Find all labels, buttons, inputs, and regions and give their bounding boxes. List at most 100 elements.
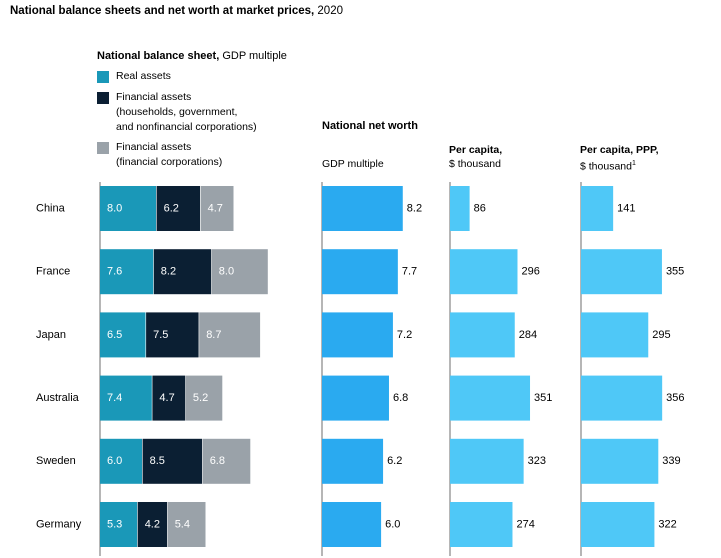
- legend-label-line: Real assets: [116, 70, 171, 82]
- data-label-financial-assets-nonfinancial: 7.5: [153, 329, 168, 341]
- bar-net-worth-gdp-multiple: [322, 186, 403, 231]
- data-label-real-assets: 5.3: [107, 518, 122, 530]
- data-label-net-worth-per-capita-ppp: 141: [617, 202, 635, 214]
- data-label-net-worth-per-capita: 296: [521, 266, 539, 278]
- bar-real-assets: [100, 375, 152, 421]
- data-label-net-worth-per-capita: 323: [528, 455, 546, 467]
- bar-real-assets: [100, 186, 156, 231]
- legend-swatch-real-assets: [97, 71, 109, 83]
- bar-net-worth-per-capita-ppp: [581, 249, 662, 295]
- bar-financial-assets-financial: [211, 249, 268, 295]
- bar-real-assets: [100, 438, 142, 484]
- bar-net-worth-per-capita-ppp: [581, 502, 655, 547]
- bar-net-worth-per-capita: [450, 375, 531, 421]
- balance-sheet-heading-unit: GDP multiple: [219, 50, 287, 62]
- data-label-financial-assets-nonfinancial: 8.2: [161, 266, 176, 278]
- category-label: Japan: [36, 329, 66, 341]
- data-label-financial-assets-financial: 8.0: [219, 266, 234, 278]
- bar-financial-assets-nonfinancial: [137, 502, 168, 547]
- legend-label-line: Financial assets: [116, 141, 192, 153]
- bar-net-worth-gdp-multiple: [322, 249, 398, 295]
- data-label-financial-assets-financial: 6.8: [210, 455, 225, 467]
- bar-net-worth-gdp-multiple: [322, 438, 384, 484]
- net-worth-heading: National net worth: [322, 120, 418, 132]
- bar-financial-assets-nonfinancial: [142, 438, 203, 484]
- legend-label-line: and nonfinancial corporations): [116, 121, 257, 133]
- bar-net-worth-per-capita: [450, 438, 524, 484]
- column-heading-gdp-multiple-unit: GDP multiple: [322, 158, 384, 170]
- data-label-net-worth-per-capita: 351: [534, 392, 552, 404]
- balance-sheet-heading-bold: National balance sheet,: [97, 50, 220, 62]
- bar-net-worth-per-capita: [450, 502, 513, 547]
- bar-net-worth-per-capita-ppp: [581, 375, 663, 421]
- legend-label-line: Financial assets: [116, 91, 192, 103]
- footnote-marker: 1: [631, 160, 636, 167]
- data-label-financial-assets-nonfinancial: 4.7: [159, 392, 174, 404]
- data-label-net-worth-per-capita-ppp: 295: [652, 329, 670, 341]
- column-heading-per-capita: Per capita, $ thousand: [449, 143, 502, 171]
- category-label: Australia: [36, 392, 80, 404]
- data-label-financial-assets-financial: 8.7: [206, 329, 221, 341]
- data-label-net-worth-per-capita: 284: [519, 329, 537, 341]
- data-label-net-worth-per-capita: 86: [474, 202, 486, 214]
- data-label-financial-assets-financial: 5.4: [175, 518, 190, 530]
- chart-title-bold: National balance sheets and net worth at…: [10, 5, 315, 17]
- data-label-net-worth-per-capita: 274: [516, 518, 534, 530]
- data-label-net-worth-gdp-multiple: 6.2: [387, 455, 402, 467]
- column-heading-per-capita-ppp-title: Per capita, PPP,: [580, 144, 659, 156]
- bar-financial-assets-financial: [167, 502, 206, 547]
- chart-title: National balance sheets and net worth at…: [10, 5, 343, 17]
- legend-swatch-financial-assets-nonfinancial: [97, 92, 109, 104]
- bar-financial-assets-financial: [185, 375, 223, 421]
- legend-swatch-financial-assets-financial: [97, 142, 109, 154]
- data-label-net-worth-gdp-multiple: 6.0: [385, 518, 400, 530]
- data-label-net-worth-gdp-multiple: 6.8: [393, 392, 408, 404]
- legend-label-line: (households, government,: [116, 106, 238, 118]
- data-label-net-worth-gdp-multiple: 8.2: [407, 202, 422, 214]
- category-label: France: [36, 266, 70, 278]
- data-label-real-assets: 8.0: [107, 202, 122, 214]
- data-label-real-assets: 6.5: [107, 329, 122, 341]
- bar-net-worth-gdp-multiple: [322, 375, 389, 421]
- bar-real-assets: [100, 312, 146, 358]
- bar-net-worth-per-capita: [450, 312, 515, 358]
- bar-net-worth-per-capita-ppp: [581, 438, 659, 484]
- column-heading-per-capita-unit: $ thousand: [449, 158, 501, 170]
- bar-net-worth-per-capita-ppp: [581, 312, 649, 358]
- category-label: China: [36, 202, 66, 214]
- column-heading-per-capita-ppp-unit: $ thousand: [580, 160, 632, 173]
- bar-real-assets: [100, 249, 154, 295]
- category-label: Sweden: [36, 455, 76, 467]
- data-label-financial-assets-financial: 5.2: [193, 392, 208, 404]
- legend-label-line: (financial corporations): [116, 156, 223, 168]
- bar-real-assets: [100, 502, 138, 547]
- column-heading-gdp-multiple: GDP multiple: [322, 157, 384, 171]
- bar-net-worth-gdp-multiple: [322, 312, 393, 358]
- data-label-net-worth-per-capita-ppp: 339: [662, 455, 680, 467]
- bar-net-worth-per-capita: [450, 186, 470, 231]
- data-label-financial-assets-nonfinancial: 6.2: [164, 202, 179, 214]
- chart-title-year: 2020: [314, 5, 343, 17]
- bar-net-worth-per-capita: [450, 249, 518, 295]
- data-label-real-assets: 6.0: [107, 455, 122, 467]
- bar-financial-assets-financial: [200, 186, 234, 231]
- data-label-net-worth-per-capita-ppp: 355: [666, 266, 684, 278]
- bar-financial-assets-nonfinancial: [152, 375, 186, 421]
- data-label-net-worth-gdp-multiple: 7.7: [402, 266, 417, 278]
- bar-financial-assets-financial: [202, 438, 251, 484]
- bar-financial-assets-financial: [199, 312, 261, 358]
- category-label: Germany: [36, 518, 82, 530]
- column-heading-per-capita-ppp: Per capita, PPP, $ thousand1: [580, 143, 659, 174]
- data-label-net-worth-per-capita-ppp: 356: [666, 392, 684, 404]
- data-label-net-worth-per-capita-ppp: 322: [658, 518, 676, 530]
- balance-sheet-heading: National balance sheet, GDP multiple: [97, 50, 287, 62]
- bar-net-worth-per-capita-ppp: [581, 186, 614, 231]
- data-label-real-assets: 7.6: [107, 266, 122, 278]
- bar-financial-assets-nonfinancial: [156, 186, 200, 231]
- data-label-financial-assets-nonfinancial: 8.5: [150, 455, 165, 467]
- data-label-real-assets: 7.4: [107, 392, 122, 404]
- bar-financial-assets-nonfinancial: [146, 312, 199, 358]
- column-heading-per-capita-title: Per capita,: [449, 144, 503, 156]
